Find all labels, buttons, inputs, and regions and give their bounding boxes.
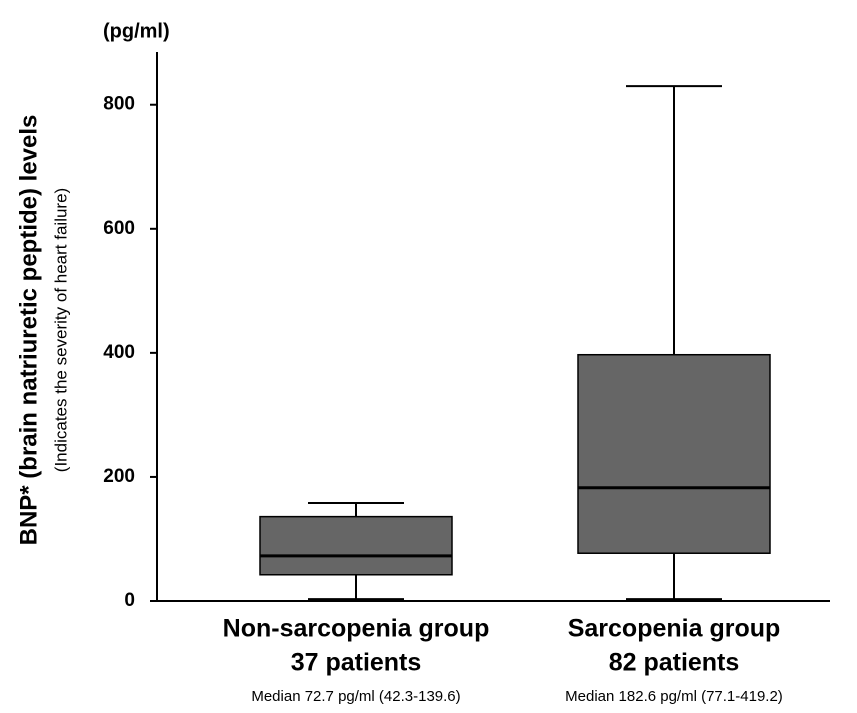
y-tick-label: 600: [103, 218, 135, 239]
category-label: Non-sarcopenia group: [223, 615, 490, 643]
box: [577, 353, 771, 554]
y-tick-label: 800: [103, 94, 135, 115]
unit-label: (pg/ml): [103, 20, 170, 42]
category-label: Sarcopenia group: [568, 615, 781, 643]
category-note: Median 72.7 pg/ml (42.3-139.6): [251, 688, 460, 705]
box: [259, 515, 453, 576]
y-tick-label: 200: [103, 466, 135, 487]
y-tick-label: 0: [124, 590, 135, 611]
category-note: Median 182.6 pg/ml (77.1-419.2): [565, 688, 783, 705]
y-axis-title: BNP* (brain natriuretic peptide) levels: [15, 115, 42, 546]
category-sublabel: 82 patients: [609, 649, 740, 677]
y-axis-subtitle: (Indicates the severity of heart failure…: [51, 188, 70, 472]
y-tick-label: 400: [103, 342, 135, 363]
category-sublabel: 37 patients: [291, 649, 422, 677]
